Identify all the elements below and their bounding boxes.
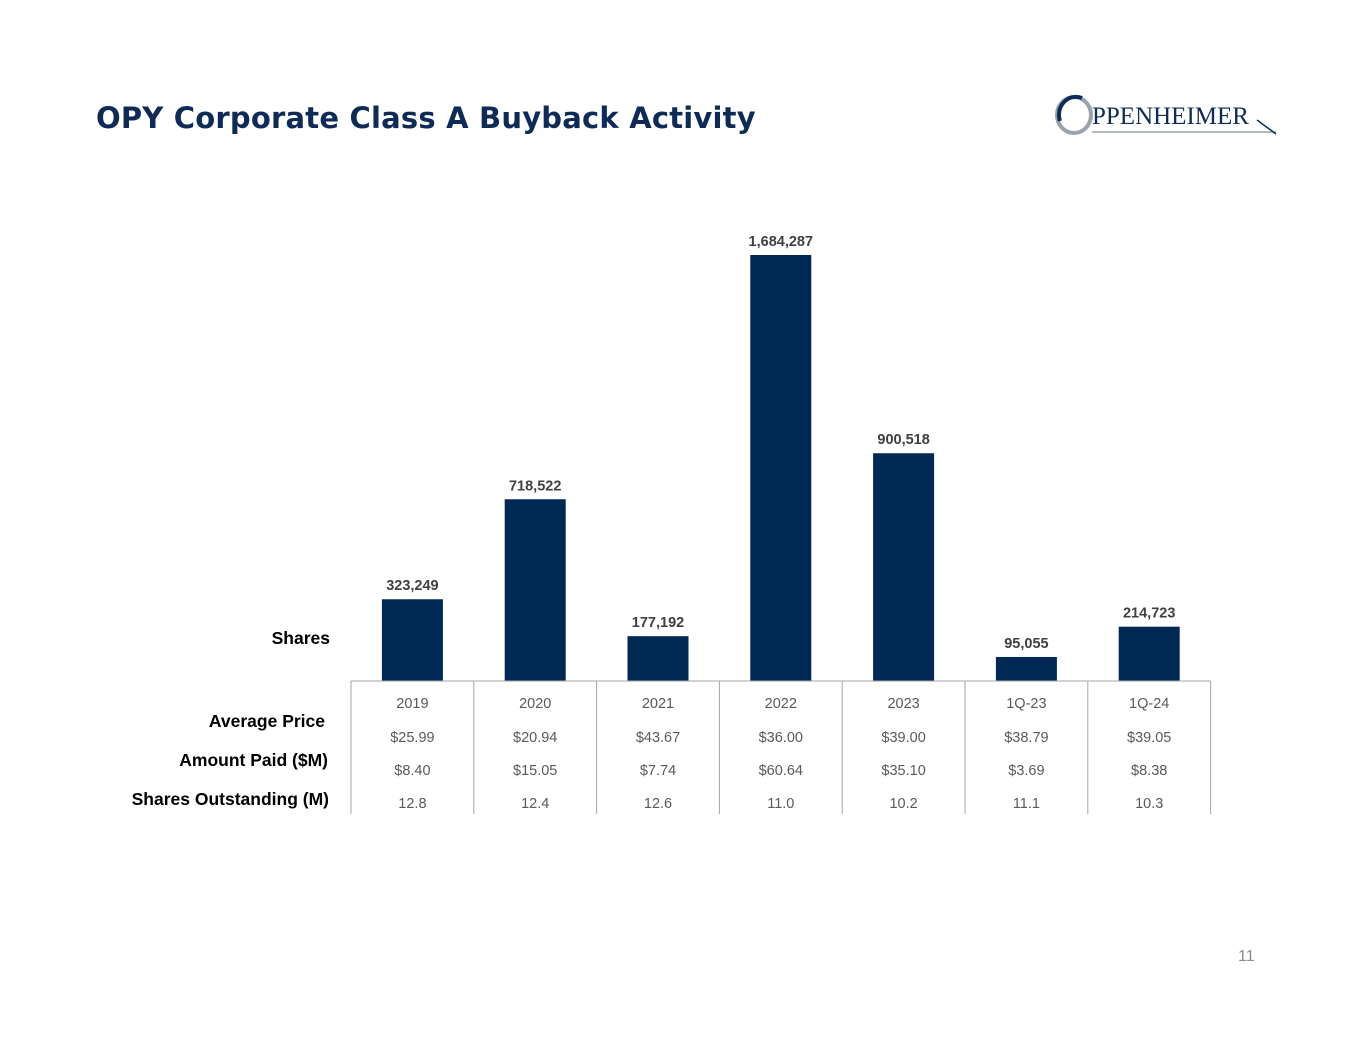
bar	[381, 599, 443, 681]
page-number: 11	[1238, 948, 1255, 965]
shares-outstanding-cell: 10.2	[889, 796, 917, 812]
category-label: 2023	[887, 696, 919, 712]
bar	[873, 453, 935, 681]
amount-paid-cell: $8.40	[394, 763, 430, 779]
average-price-cell: $36.00	[759, 730, 803, 746]
category-label: 2020	[519, 696, 551, 712]
shares-outstanding-cell: 10.3	[1135, 796, 1163, 812]
amount-paid-cell: $8.38	[1131, 763, 1167, 779]
category-label: 1Q-24	[1129, 696, 1169, 712]
bar	[504, 499, 566, 681]
average-price-cell: $43.67	[636, 730, 680, 746]
category-label: 2019	[396, 696, 428, 712]
bar	[750, 255, 812, 681]
logo-swoosh	[1256, 119, 1277, 135]
bar	[995, 656, 1057, 681]
data-label: 214,723	[1123, 606, 1175, 622]
shares-outstanding-cell: 12.6	[644, 796, 672, 812]
amount-paid-label: Amount Paid ($M)	[179, 750, 328, 770]
data-label: 177,192	[632, 615, 684, 631]
amount-paid-cell: $60.64	[759, 763, 803, 779]
data-label: 900,518	[877, 432, 929, 448]
shares-outstanding-cell: 12.4	[521, 796, 549, 812]
shares-outstanding-cell: 12.8	[398, 796, 426, 812]
amount-paid-cell: $35.10	[881, 763, 925, 779]
data-label: 323,249	[386, 578, 438, 594]
amount-paid-cell: $7.74	[640, 763, 676, 779]
average-price-cell: $25.99	[390, 730, 434, 746]
amount-paid-cell: $15.05	[513, 763, 557, 779]
data-label: 95,055	[1004, 636, 1048, 652]
shares-label: Shares	[271, 628, 330, 648]
data-label: 1,684,287	[749, 234, 814, 250]
average-price-label: Average Price	[208, 711, 325, 731]
amount-paid-cell: $3.69	[1008, 763, 1044, 779]
shares-outstanding-cell: 11.0	[767, 796, 794, 812]
average-price-cell: $20.94	[513, 730, 557, 746]
logo-wordmark: PPENHEIMER	[1092, 103, 1249, 130]
page-title: OPY Corporate Class A Buyback Activity	[96, 101, 756, 135]
logo-o-icon	[1055, 94, 1093, 135]
category-label: 2022	[765, 696, 797, 712]
bar	[1118, 626, 1180, 681]
category-label: 2021	[642, 696, 674, 712]
average-price-cell: $39.05	[1127, 730, 1171, 746]
average-price-cell: $39.00	[881, 730, 925, 746]
category-label: 1Q-23	[1006, 696, 1046, 712]
bar	[627, 636, 689, 681]
oppenheimer-logo: PPENHEIMER	[1055, 94, 1277, 135]
average-price-cell: $38.79	[1004, 730, 1048, 746]
data-label: 718,522	[509, 478, 561, 494]
shares-outstanding-cell: 11.1	[1013, 796, 1040, 812]
shares-outstanding-label: Shares Outstanding (M)	[131, 789, 329, 809]
